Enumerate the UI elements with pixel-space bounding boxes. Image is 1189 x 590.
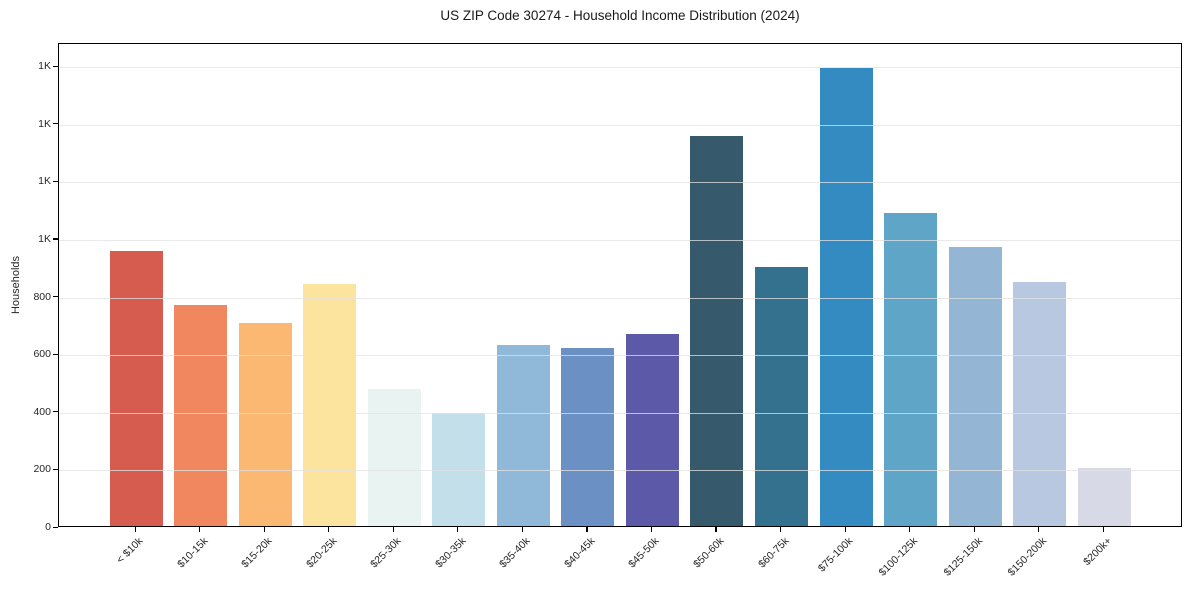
x-tick-mark bbox=[199, 527, 201, 532]
bar-< $10k bbox=[109, 250, 163, 526]
y-tick-label: 0 bbox=[45, 521, 51, 533]
bar-$35-40k bbox=[496, 345, 550, 526]
chart-title: US ZIP Code 30274 - Household Income Dis… bbox=[440, 8, 800, 23]
x-tick-label: $200k+ bbox=[1080, 535, 1114, 569]
gridline-1000 bbox=[59, 239, 1181, 241]
bar-$30-35k bbox=[432, 413, 486, 526]
x-tick-mark bbox=[457, 527, 459, 532]
x-tick-mark bbox=[586, 527, 588, 532]
x-tick-label: $30-35k bbox=[432, 535, 469, 571]
x-tick-mark bbox=[263, 527, 265, 532]
y-tick-label: 1K bbox=[38, 232, 51, 245]
bar-$150-200k bbox=[1013, 281, 1067, 526]
y-tick-label: 1K bbox=[38, 60, 51, 73]
x-tick-mark bbox=[844, 527, 846, 532]
bar-$75-100k bbox=[819, 67, 873, 526]
gridline-1600 bbox=[59, 67, 1181, 69]
x-tick-label: $100-125k bbox=[876, 535, 921, 579]
bar-$10-15k bbox=[174, 305, 228, 526]
bar-$15-20k bbox=[238, 323, 292, 526]
bar-$60-75k bbox=[755, 267, 808, 526]
x-tick-mark bbox=[328, 527, 330, 532]
y-tick-label: 400 bbox=[33, 405, 51, 418]
x-tick-mark bbox=[715, 527, 717, 532]
bar-$100-125k bbox=[884, 212, 938, 526]
x-tick-mark bbox=[1102, 527, 1104, 532]
x-tick-mark bbox=[392, 527, 394, 532]
y-tick-mark bbox=[53, 468, 58, 471]
plot-area bbox=[58, 43, 1182, 527]
y-tick-label: 800 bbox=[33, 290, 51, 303]
y-tick-mark bbox=[53, 65, 58, 67]
y-tick-mark bbox=[53, 411, 58, 413]
bar-$20-25k bbox=[303, 284, 357, 526]
y-tick-label: 1K bbox=[38, 175, 51, 188]
x-tick-label: $40-45k bbox=[562, 535, 598, 571]
x-tick-mark bbox=[521, 527, 523, 532]
gridline-1400 bbox=[59, 124, 1181, 126]
x-tick-label: $150-200k bbox=[1005, 535, 1050, 579]
x-tick-label: $20-25k bbox=[303, 535, 340, 571]
x-tick-label: $35-40k bbox=[497, 535, 533, 571]
x-tick-label: $10-15k bbox=[174, 535, 211, 571]
x-tick-mark bbox=[780, 527, 782, 532]
x-tick-label: $15-20k bbox=[239, 535, 275, 571]
gridline-1200 bbox=[59, 182, 1181, 184]
y-tick-label: 600 bbox=[33, 348, 51, 361]
y-tick-mark bbox=[53, 353, 58, 355]
bar-$125-150k bbox=[948, 247, 1002, 526]
bar-$40-45k bbox=[561, 348, 615, 526]
y-tick-mark bbox=[53, 238, 58, 240]
x-tick-label: $60-75k bbox=[755, 535, 791, 571]
y-tick-mark bbox=[53, 526, 58, 528]
x-tick-mark bbox=[973, 527, 975, 532]
x-tick-label: $125-150k bbox=[941, 535, 985, 579]
y-tick-label: 1K bbox=[38, 117, 51, 130]
y-tick-mark bbox=[53, 123, 58, 125]
x-tick-mark bbox=[134, 527, 136, 532]
x-tick-mark bbox=[909, 527, 911, 532]
y-tick-mark bbox=[53, 180, 58, 182]
bar-$50-60k bbox=[690, 136, 744, 526]
x-tick-mark bbox=[1038, 527, 1040, 532]
bar-$45-50k bbox=[625, 333, 679, 526]
bar-$25-30k bbox=[367, 388, 421, 526]
y-axis-label: Households bbox=[10, 255, 22, 315]
x-tick-label: < $10k bbox=[114, 535, 146, 566]
x-tick-label: $75-100k bbox=[816, 535, 856, 575]
x-tick-label: $25-30k bbox=[368, 535, 404, 571]
x-tick-label: $45-50k bbox=[626, 535, 662, 571]
y-tick-label: 200 bbox=[33, 463, 51, 476]
bar-$200k+ bbox=[1077, 468, 1131, 526]
y-tick-mark bbox=[53, 296, 58, 298]
x-tick-label: $50-60k bbox=[691, 535, 727, 571]
x-tick-mark bbox=[650, 527, 653, 532]
